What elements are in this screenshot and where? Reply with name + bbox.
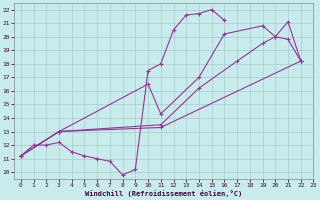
X-axis label: Windchill (Refroidissement éolien,°C): Windchill (Refroidissement éolien,°C) — [85, 190, 243, 197]
